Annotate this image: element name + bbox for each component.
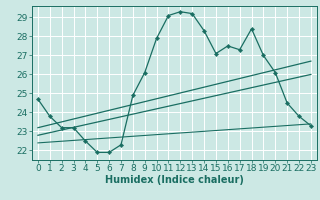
X-axis label: Humidex (Indice chaleur): Humidex (Indice chaleur) [105,175,244,185]
